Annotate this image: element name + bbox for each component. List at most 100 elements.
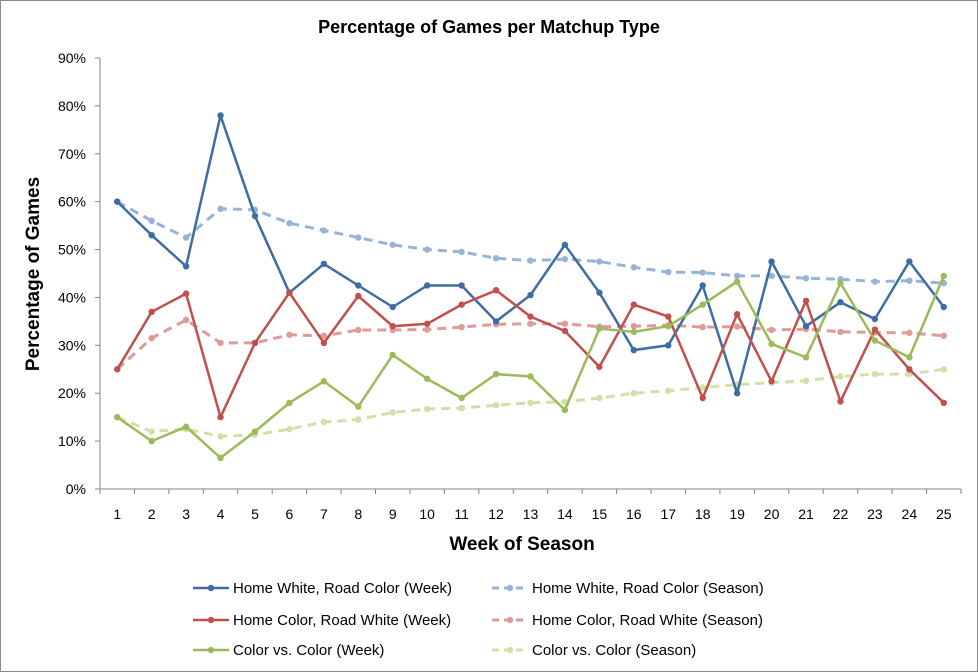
data-point [355,282,362,289]
legend-entry: Color vs. Color (Season) [492,642,696,659]
data-point [423,375,431,383]
data-point [527,313,534,320]
x-tick-label: 17 [660,506,676,522]
data-point [561,406,569,414]
data-point [699,301,706,308]
data-point [389,322,396,330]
data-point [802,377,810,384]
data-point [906,354,913,361]
x-tick-label: 14 [557,506,573,522]
data-point [906,277,913,284]
data-point [492,318,500,325]
x-tick-label: 16 [626,506,642,522]
data-point [802,322,810,330]
x-tick-label: 12 [488,506,504,522]
data-point [355,326,362,334]
data-point [423,326,431,333]
series-0 [114,112,947,397]
data-point [389,303,396,311]
series-line [116,275,945,460]
data-point [148,428,155,435]
data-point [871,278,879,285]
data-point [837,328,844,336]
x-tick-label: 11 [454,506,469,522]
data-point [630,322,638,330]
data-point [355,234,362,241]
data-point [286,220,293,227]
data-point [802,297,810,304]
legend-label: Home Color, Road White (Week) [233,612,451,629]
y-tick-label: 20% [58,385,86,401]
legend-entry: Home Color, Road White (Season) [492,612,763,629]
x-tick-label: 3 [182,506,190,522]
legend: Home White, Road Color (Week) Home White,… [193,580,764,659]
data-point [596,325,603,332]
data-point [871,326,879,333]
data-point [320,339,328,347]
data-point [148,308,155,316]
legend-marker [506,646,514,654]
data-point [423,246,431,253]
legend-label: Home White, Road Color (Season) [532,580,764,597]
series-line [116,200,944,285]
data-point [940,272,947,280]
legend-marker [506,616,514,624]
legend-marker [506,584,514,592]
y-tick-label: 60% [58,194,86,210]
data-point [148,217,155,225]
data-point [355,403,362,410]
data-point [630,264,638,271]
x-tick-label: 19 [729,506,745,522]
x-tick-label: 10 [419,506,435,522]
series-1 [114,198,947,287]
data-point [871,315,879,323]
data-point [251,339,259,347]
data-point [630,328,638,336]
data-point [768,340,775,348]
data-point [148,334,155,342]
series-2 [114,287,947,421]
data-point [320,418,328,426]
legend-label: Color vs. Color (Week) [233,642,384,659]
data-point [320,227,328,234]
data-point [768,258,775,265]
data-point [458,301,465,308]
y-tick-label: 50% [58,242,86,258]
data-point [320,332,328,339]
x-tick-label: 9 [389,506,397,522]
data-point [837,299,844,306]
data-point [906,366,913,373]
data-point [217,205,224,213]
data-point [699,282,706,289]
x-tick-label: 21 [798,506,814,522]
data-point [217,433,224,440]
data-point [940,303,947,311]
data-point [527,373,534,380]
data-point [871,370,879,378]
y-axis-title: Percentage of Games [23,177,44,371]
x-tick-label: 5 [251,506,259,522]
x-tick-label: 25 [936,506,952,522]
legend-entry: Home White, Road Color (Week) [193,580,452,597]
data-point [286,289,293,296]
data-point [182,316,190,324]
data-point [665,322,672,330]
data-point [182,234,190,241]
legend-marker [207,616,215,624]
y-tick-label: 70% [58,146,86,162]
data-point [733,323,741,330]
y-tick-label: 30% [58,337,86,353]
data-point [527,291,534,299]
x-tick-label: 1 [113,506,121,522]
x-tick-label: 18 [695,506,711,522]
data-point [665,313,672,320]
data-point [527,320,534,327]
data-point [733,272,741,280]
data-point [114,198,121,205]
y-tick-label: 90% [58,50,86,66]
data-point [217,339,224,347]
data-point [423,405,431,413]
data-point [492,370,500,378]
data-point [148,231,155,239]
data-point [320,260,328,268]
